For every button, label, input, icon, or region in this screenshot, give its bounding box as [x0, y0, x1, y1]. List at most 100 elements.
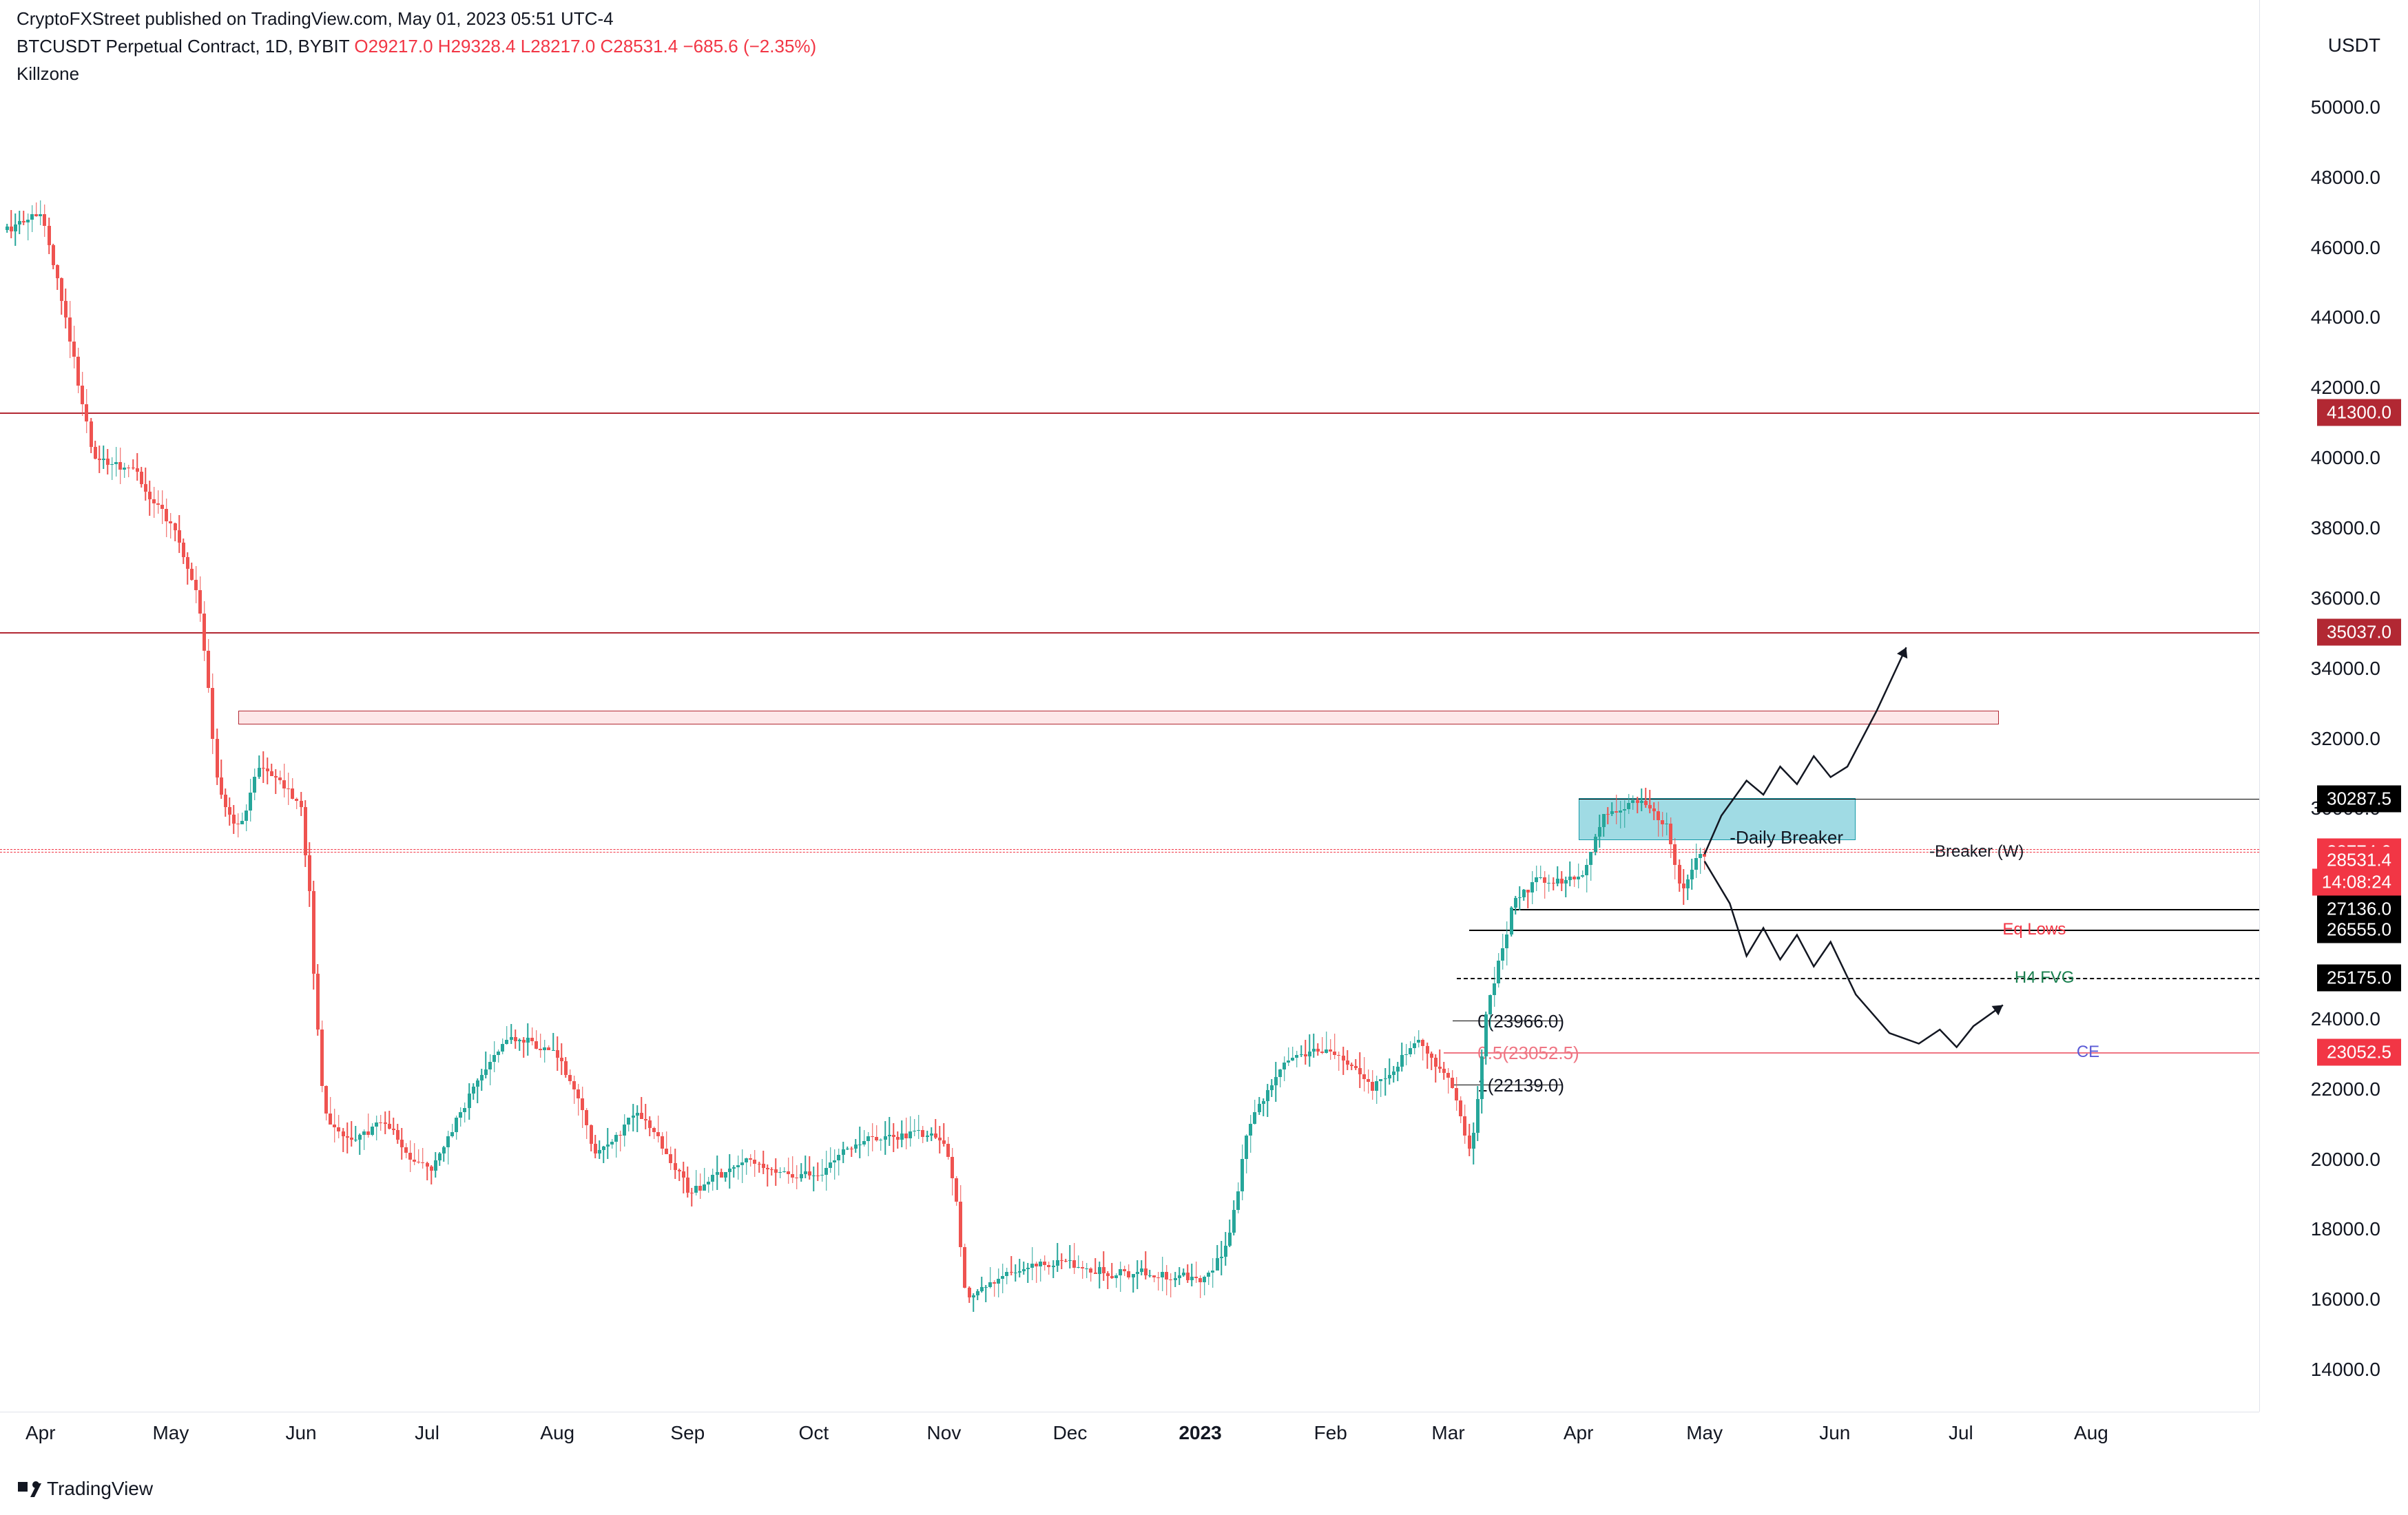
- candle: [1694, 0, 1698, 1412]
- candle: [76, 0, 80, 1412]
- candle: [1459, 0, 1462, 1412]
- candle: [993, 0, 996, 1412]
- ohlc-high: H29328.4: [438, 36, 516, 56]
- candle: [39, 0, 42, 1412]
- y-tick-label: 40000.0: [2311, 447, 2380, 469]
- candle: [68, 0, 72, 1412]
- candle: [123, 0, 126, 1412]
- candle: [14, 0, 17, 1412]
- ohlc-open: O29217.0: [354, 36, 433, 56]
- candle: [216, 0, 219, 1412]
- candle: [505, 0, 508, 1412]
- candle: [1102, 0, 1106, 1412]
- candle: [1388, 0, 1391, 1412]
- candle: [1627, 0, 1630, 1412]
- candle: [1371, 0, 1374, 1412]
- candle: [766, 0, 769, 1412]
- candle: [1039, 0, 1042, 1412]
- chart-annotation: H4 FVG: [2015, 968, 2075, 988]
- candle: [1396, 0, 1400, 1412]
- candle: [1156, 0, 1160, 1412]
- symbol-text: BTCUSDT Perpetual Contract, 1D, BYBIT: [17, 36, 349, 56]
- candle: [669, 0, 672, 1412]
- candle: [581, 0, 584, 1412]
- time-axis[interactable]: AprMayJunJulAugSepOctNovDec2023FebMarApr…: [0, 1412, 2259, 1453]
- candle: [1300, 0, 1303, 1412]
- y-tick-label: 14000.0: [2311, 1359, 2380, 1381]
- candle: [388, 0, 391, 1412]
- candle: [686, 0, 689, 1412]
- x-tick-label: Feb: [1314, 1422, 1347, 1444]
- candle: [1072, 0, 1076, 1412]
- candle: [656, 0, 660, 1412]
- ticker-row: BTCUSDT Perpetual Contract, 1D, BYBIT O2…: [17, 36, 816, 57]
- candle: [879, 0, 882, 1412]
- x-tick-label: Apr: [25, 1422, 56, 1444]
- candle: [1564, 0, 1568, 1412]
- candle: [1488, 0, 1492, 1412]
- candle: [30, 0, 34, 1412]
- price-axis[interactable]: USDT 14000.016000.018000.020000.022000.0…: [2259, 0, 2408, 1412]
- candle: [770, 0, 774, 1412]
- candle: [988, 0, 992, 1412]
- candle: [678, 0, 681, 1412]
- candle: [1274, 0, 1278, 1412]
- candle: [1114, 0, 1118, 1412]
- candle: [1417, 0, 1420, 1412]
- candle: [724, 0, 727, 1412]
- candle: [270, 0, 273, 1412]
- candle: [1451, 0, 1454, 1412]
- candle: [1665, 0, 1668, 1412]
- candle: [480, 0, 484, 1412]
- candle: [316, 0, 320, 1412]
- candle: [1190, 0, 1194, 1412]
- candle: [568, 0, 572, 1412]
- candle: [976, 0, 979, 1412]
- candle: [1673, 0, 1677, 1412]
- candle: [1291, 0, 1294, 1412]
- candle: [72, 0, 76, 1412]
- candle: [26, 0, 30, 1412]
- candle: [118, 0, 122, 1412]
- candle: [375, 0, 378, 1412]
- candle: [501, 0, 504, 1412]
- candle: [379, 0, 382, 1412]
- candle: [48, 0, 51, 1412]
- candle: [450, 0, 454, 1412]
- candle: [1581, 0, 1584, 1412]
- candle: [455, 0, 458, 1412]
- y-tick-label: 46000.0: [2311, 237, 2380, 259]
- chart-area[interactable]: -Daily Breaker-Breaker (W)Eq LowsH4 FVGC…: [0, 0, 2259, 1412]
- candle: [291, 0, 294, 1412]
- candle: [1174, 0, 1177, 1412]
- candle: [1514, 0, 1517, 1412]
- candle: [1001, 0, 1004, 1412]
- candle: [1442, 0, 1446, 1412]
- candle: [211, 0, 214, 1412]
- candle: [1241, 0, 1244, 1412]
- candle: [43, 0, 46, 1412]
- candle: [694, 0, 698, 1412]
- candle: [963, 0, 966, 1412]
- candle: [371, 0, 374, 1412]
- candle: [1594, 0, 1597, 1412]
- candle: [1207, 0, 1210, 1412]
- x-tick-label: Jun: [285, 1422, 316, 1444]
- candle: [665, 0, 668, 1412]
- candle: [468, 0, 471, 1412]
- candle: [224, 0, 227, 1412]
- candle: [1699, 0, 1702, 1412]
- candle: [228, 0, 231, 1412]
- candle: [1005, 0, 1008, 1412]
- candle: [1379, 0, 1382, 1412]
- candle: [514, 0, 517, 1412]
- x-tick-label: May: [1686, 1422, 1723, 1444]
- candle: [1350, 0, 1353, 1412]
- candle: [758, 0, 761, 1412]
- candle: [1056, 0, 1059, 1412]
- candle: [740, 0, 744, 1412]
- candle: [711, 0, 714, 1412]
- candle: [85, 0, 88, 1412]
- candle: [917, 0, 920, 1412]
- candle: [1047, 0, 1050, 1412]
